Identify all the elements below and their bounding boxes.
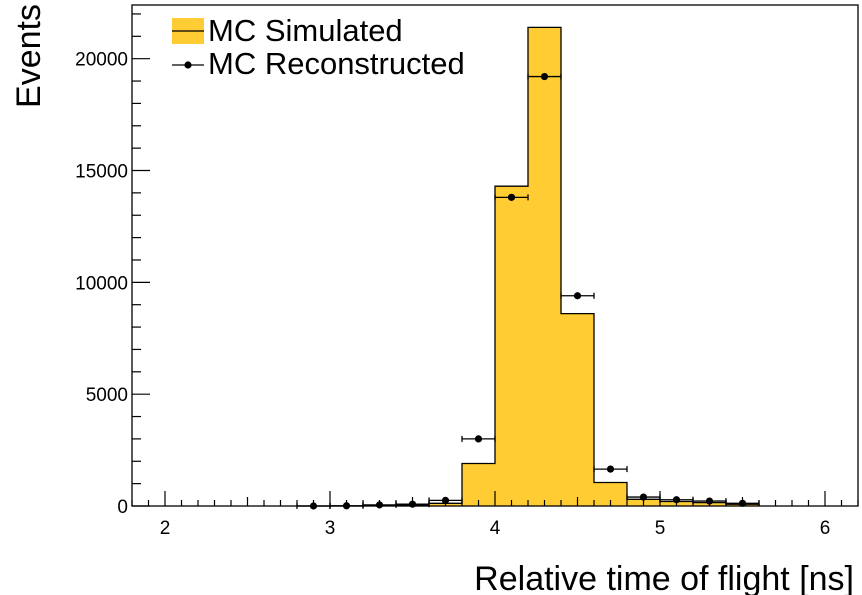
histogram-bar xyxy=(462,463,495,506)
x-tick-label: 3 xyxy=(325,518,336,539)
x-tick-label: 6 xyxy=(820,518,831,539)
histogram-bar xyxy=(528,27,561,507)
legend-swatch-reconstructed-marker xyxy=(184,61,192,69)
y-tick-label: 15000 xyxy=(75,162,128,183)
legend: MC Simulated MC Reconstructed xyxy=(172,13,465,81)
y-tick-label: 5000 xyxy=(86,385,128,406)
data-point xyxy=(540,72,549,81)
x-axis: 2 3 4 5 6 xyxy=(131,491,859,539)
y-axis: 0 5000 10000 15000 20000 xyxy=(75,13,150,518)
histogram-bar xyxy=(561,313,594,506)
y-axis-title: Events xyxy=(10,4,48,108)
histogram-bar xyxy=(594,482,627,506)
simulated-histogram xyxy=(297,26,760,507)
y-tick-label: 20000 xyxy=(75,50,128,71)
x-axis-title: Relative time of flight [ns] xyxy=(474,560,854,595)
legend-label-simulated: MC Simulated xyxy=(208,13,403,48)
data-point xyxy=(507,193,516,201)
data-point xyxy=(639,493,648,501)
data-point xyxy=(474,435,483,443)
x-tick-label: 2 xyxy=(160,518,171,539)
y-tick-label: 0 xyxy=(117,497,128,518)
data-point xyxy=(606,465,615,473)
x-tick-label: 4 xyxy=(490,518,501,539)
data-point xyxy=(672,496,681,504)
y-tick-label: 10000 xyxy=(75,273,128,294)
data-point xyxy=(573,292,582,300)
legend-label-reconstructed: MC Reconstructed xyxy=(208,46,465,81)
x-tick-label: 5 xyxy=(655,518,666,539)
histogram-bar xyxy=(495,186,528,507)
